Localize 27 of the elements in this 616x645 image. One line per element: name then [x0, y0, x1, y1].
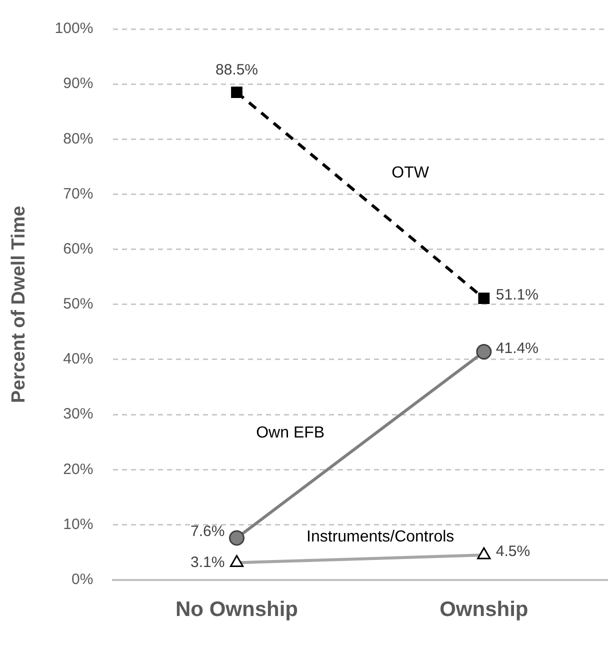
y-tick-label: 100% [54, 20, 94, 38]
y-axis-title: Percent of Dwell Time [8, 206, 30, 403]
data-label: 7.6% [190, 523, 225, 540]
data-label: 51.1% [496, 286, 538, 304]
x-tick-label: Ownship [440, 598, 528, 622]
data-label: 88.5% [215, 61, 258, 78]
y-tick-label: 90% [63, 75, 94, 92]
series-label: Own EFB [256, 424, 325, 442]
y-tick-label: 70% [63, 185, 94, 202]
point [229, 530, 244, 546]
y-tick-label: 10% [63, 516, 94, 533]
series-label: OTW [392, 164, 430, 182]
data-label: 3.1% [190, 554, 225, 571]
series-label: Instruments/Controls [306, 528, 454, 546]
y-tick-label: 20% [63, 460, 94, 478]
data-label: 41.4% [496, 340, 538, 357]
y-tick-label: 30% [63, 406, 94, 423]
x-tick-label: No Ownship [176, 598, 298, 622]
y-tick-label: 80% [63, 130, 94, 148]
y-tick-label: 60% [63, 240, 94, 258]
y-tick-label: 40% [63, 350, 94, 368]
point [478, 292, 490, 304]
y-tick-label: 0% [71, 570, 94, 588]
point [231, 86, 242, 98]
point [476, 344, 492, 360]
y-tick-label: 50% [63, 296, 94, 313]
data-label: 4.5% [496, 543, 530, 560]
